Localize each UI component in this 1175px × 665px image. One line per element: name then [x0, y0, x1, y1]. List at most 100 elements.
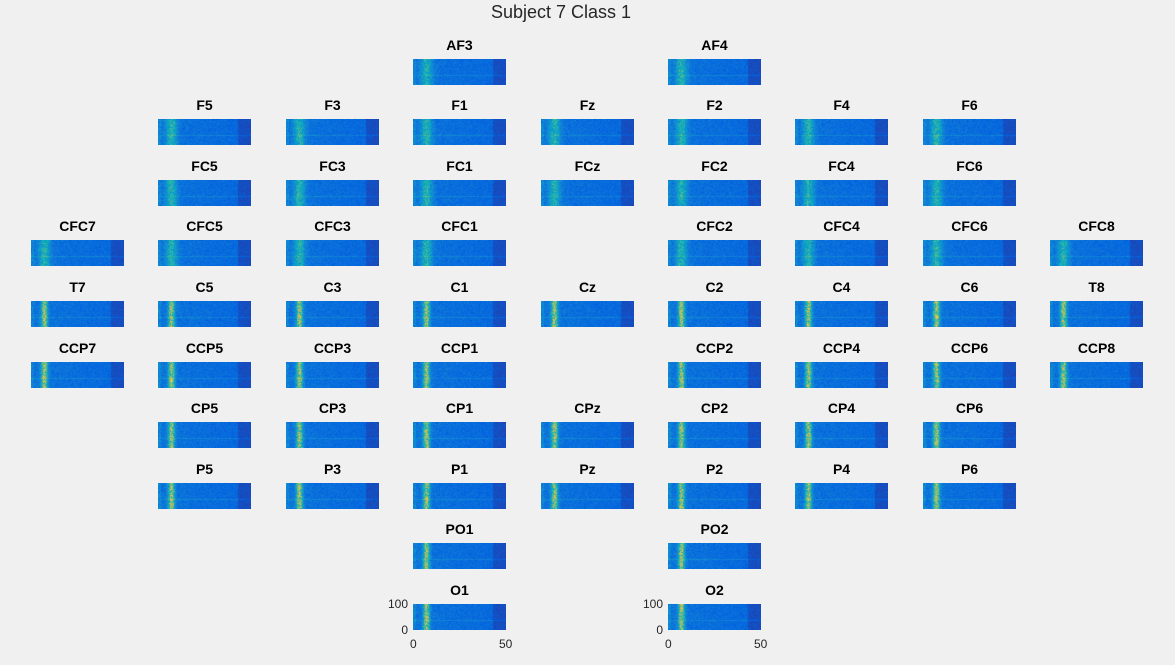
channel-label: C1: [450, 279, 469, 295]
channel-plot-cfc5: CFC5: [158, 218, 251, 266]
spectrogram-image: [31, 240, 124, 266]
spectrogram-image: [158, 483, 251, 509]
spectrogram-image: [923, 483, 1016, 509]
channel-label: AF3: [446, 37, 473, 53]
channel-plot-f4: F4: [795, 97, 888, 145]
channel-label: T7: [69, 279, 86, 295]
channel-plot-ccp2: CCP2: [668, 340, 761, 388]
channel-label: O2: [705, 582, 724, 598]
spectrogram-image: [795, 301, 888, 327]
spectrogram-image: [541, 301, 634, 327]
spectrogram-image: [286, 180, 379, 206]
channel-label: Pz: [579, 461, 596, 477]
channel-plot-o1: O1 100 0 0 50: [388, 582, 512, 651]
spectrogram-image: [158, 362, 251, 388]
spectrogram-image: [668, 180, 761, 206]
spectrogram-image: [668, 543, 761, 569]
spectrogram-image: [158, 119, 251, 145]
channel-label: C6: [960, 279, 979, 295]
spectrogram-image: [158, 240, 251, 266]
channel-plot-f3: F3: [286, 97, 379, 145]
channel-label: FC5: [191, 158, 218, 174]
spectrogram-image: [413, 59, 506, 85]
channel-label: CPz: [574, 400, 601, 416]
spectrogram-image: [286, 119, 379, 145]
channel-plot-ccp8: CCP8: [1050, 340, 1143, 388]
spectrogram-image: [923, 422, 1016, 448]
spectrogram-image: [668, 422, 761, 448]
channel-label: CCP5: [185, 340, 224, 356]
channel-label: C5: [195, 279, 214, 295]
spectrogram-image: [413, 240, 506, 266]
channel-plot-p4: P4: [795, 461, 888, 509]
spectrogram-image: [158, 422, 251, 448]
channel-plot-cfc6: CFC6: [923, 218, 1016, 266]
channel-plot-fc2: FC2: [668, 158, 761, 206]
channel-plot-cp4: CP4: [795, 400, 888, 448]
channel-label: CCP1: [440, 340, 479, 356]
channel-plot-p3: P3: [286, 461, 379, 509]
figure-title: Subject 7 Class 1: [490, 2, 632, 22]
y-tick-label: 100: [642, 597, 663, 611]
channel-label: P5: [195, 461, 214, 477]
channel-plot-f6: F6: [923, 97, 1016, 145]
spectrogram-image: [795, 483, 888, 509]
channel-plot-cpz: CPz: [541, 400, 634, 448]
channel-plot-cp2: CP2: [668, 400, 761, 448]
channel-label: T8: [1088, 279, 1105, 295]
channel-plot-fz: Fz: [541, 97, 634, 145]
spectrogram-image: [795, 119, 888, 145]
spectrogram-image: [668, 119, 761, 145]
x-tick-label: 50: [499, 637, 513, 651]
channel-plot-p1: P1: [413, 461, 506, 509]
channel-plot-f5: F5: [158, 97, 251, 145]
spectrogram-image: [413, 483, 506, 509]
spectrogram-image: [795, 240, 888, 266]
channel-plot-c3: C3: [286, 279, 379, 327]
channel-label: FCz: [574, 158, 601, 174]
channel-label: C4: [832, 279, 851, 295]
channel-plot-cfc3: CFC3: [286, 218, 379, 266]
channel-plot-fc3: FC3: [286, 158, 379, 206]
channel-plot-c5: C5: [158, 279, 251, 327]
spectrogram-image: [413, 362, 506, 388]
channel-label: AF4: [701, 37, 728, 53]
channel-plot-cfc2: CFC2: [668, 218, 761, 266]
spectrogram-image: [668, 59, 761, 85]
channel-label: CFC3: [314, 218, 351, 234]
channel-plot-cfc1: CFC1: [413, 218, 506, 266]
channel-label: P1: [450, 461, 469, 477]
channel-plot-cfc8: CFC8: [1050, 218, 1143, 266]
spectrogram-image: [923, 119, 1016, 145]
channel-label: CFC4: [823, 218, 860, 234]
channel-plot-f2: F2: [668, 97, 761, 145]
channel-plot-f1: F1: [413, 97, 506, 145]
channel-plot-cfc7: CFC7: [31, 218, 124, 266]
channel-plot-c1: C1: [413, 279, 506, 327]
channel-plot-cz: Cz: [541, 279, 634, 327]
channel-label: FC1: [446, 158, 473, 174]
channel-label: O1: [450, 582, 469, 598]
channel-label: C2: [705, 279, 724, 295]
x-tick-label: 0: [665, 637, 672, 651]
channel-label: PO1: [445, 521, 474, 537]
spectrogram-image: [668, 604, 761, 630]
spectrogram-image: [923, 180, 1016, 206]
channel-plot-cp6: CP6: [923, 400, 1016, 448]
channel-label: CP3: [318, 400, 347, 416]
channel-plot-po2: PO2: [668, 521, 761, 569]
spectrogram-image: [1050, 301, 1143, 327]
channel-plot-cp1: CP1: [413, 400, 506, 448]
channel-label: CFC8: [1078, 218, 1115, 234]
channel-label: F2: [706, 97, 723, 113]
channel-label: CCP8: [1077, 340, 1116, 356]
y-tick-label: 100: [387, 597, 408, 611]
channel-label: F6: [961, 97, 978, 113]
channel-plot-fc4: FC4: [795, 158, 888, 206]
spectrogram-image: [795, 362, 888, 388]
channel-plot-fc1: FC1: [413, 158, 506, 206]
channel-label: FC4: [828, 158, 855, 174]
channel-label: CCP2: [695, 340, 734, 356]
channel-label: CFC6: [951, 218, 988, 234]
